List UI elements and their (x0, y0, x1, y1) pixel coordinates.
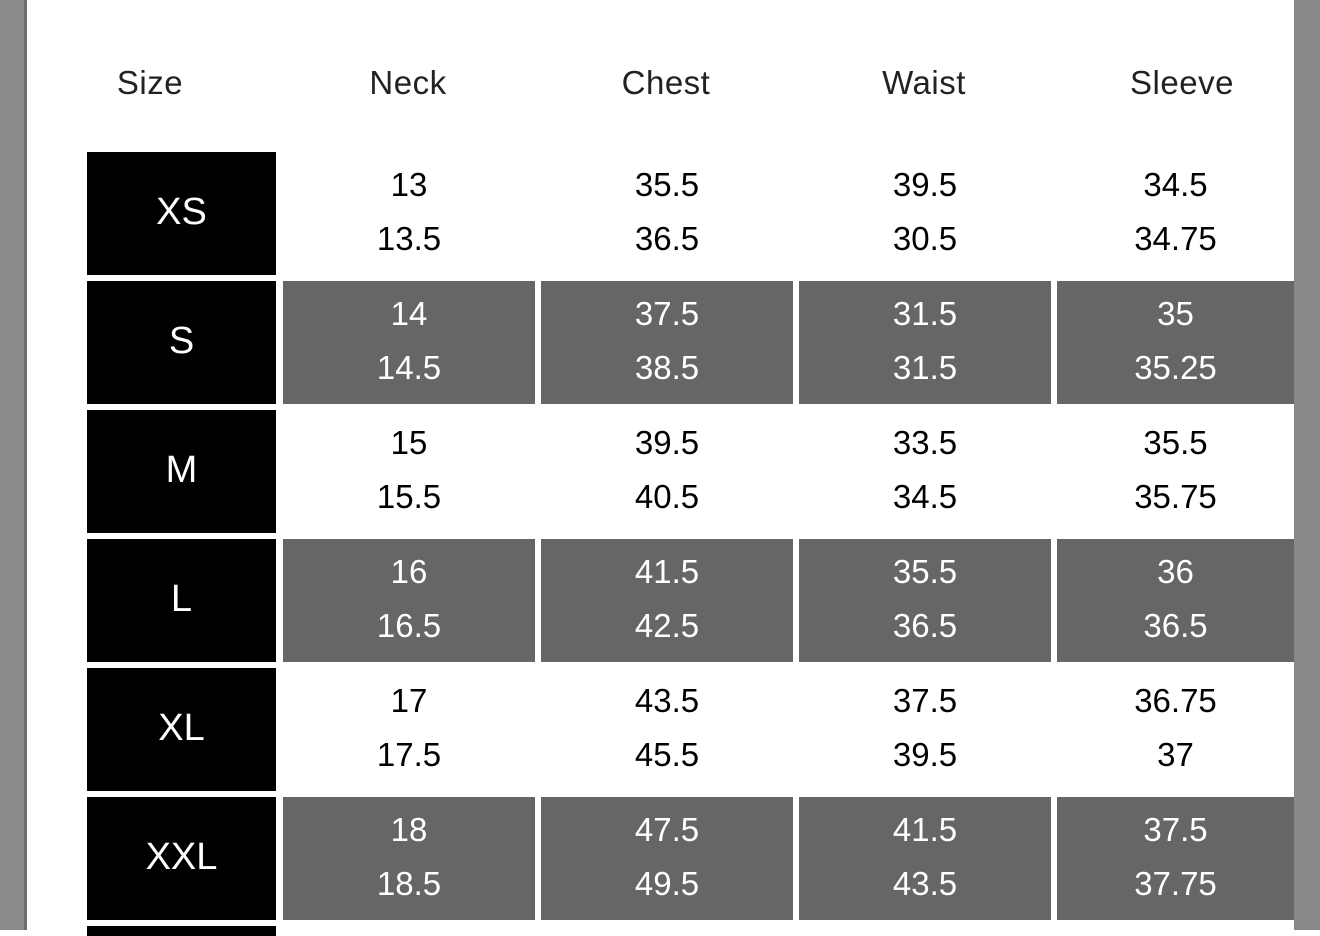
sleeve-min: 36.75 (1134, 682, 1217, 719)
sleeve-min: 35.5 (1143, 424, 1208, 461)
waist-min: 35.5 (892, 553, 958, 590)
sleeve-max: 34.75 (1134, 220, 1217, 257)
chest-max: 49.5 (634, 865, 700, 902)
size-label: XXL (87, 797, 276, 920)
chest-min: 43.5 (634, 682, 700, 719)
chest-max: 42.5 (634, 607, 700, 644)
neck-max: 13.5 (376, 220, 442, 257)
neck-max: 15.5 (376, 478, 442, 515)
header-neck: Neck (369, 64, 447, 101)
neck-cell: 16 16.5 (283, 539, 535, 662)
sleeve-max: 37 (1157, 736, 1194, 773)
chest-cell: 35.5 36.5 (541, 152, 793, 275)
table-row: XS 13 13.5 35.5 36.5 39.5 30.5 34.5 34.7… (0, 152, 1320, 275)
sleeve-max: 35.25 (1134, 349, 1217, 386)
neck-cell: 18 18.5 (283, 797, 535, 920)
sleeve-min: 35 (1157, 295, 1194, 332)
size-label: S (87, 281, 276, 404)
header-chest: Chest (621, 64, 711, 101)
waist-max: 36.5 (892, 607, 958, 644)
neck-max: 18.5 (376, 865, 442, 902)
waist-min: 39.5 (892, 166, 958, 203)
chest-max: 36.5 (634, 220, 700, 257)
sleeve-max: 35.75 (1134, 478, 1217, 515)
waist-cell: 41.5 43.5 (799, 797, 1051, 920)
size-label: XS (87, 152, 276, 275)
waist-max: 31.5 (892, 349, 958, 386)
sleeve-cell: 35.5 35.75 (1057, 410, 1294, 533)
chest-min: 41.5 (634, 553, 700, 590)
header-waist: Waist (882, 64, 966, 101)
neck-min: 14 (390, 295, 428, 332)
chest-cell: 37.5 38.5 (541, 281, 793, 404)
chest-cell: 39.5 40.5 (541, 410, 793, 533)
neck-cell: 14 14.5 (283, 281, 535, 404)
left-border (0, 0, 27, 930)
waist-max: 43.5 (892, 865, 958, 902)
chest-min: 39.5 (634, 424, 700, 461)
table-row: M 15 15.5 39.5 40.5 33.5 34.5 35.5 35.75 (0, 410, 1320, 533)
right-border (1294, 0, 1320, 930)
neck-max: 17.5 (376, 736, 442, 773)
chest-min: 37.5 (634, 295, 700, 332)
neck-min: 16 (390, 553, 428, 590)
next-size-cell (87, 926, 276, 936)
waist-cell: 39.5 30.5 (799, 152, 1051, 275)
table-row: XL 17 17.5 43.5 45.5 37.5 39.5 36.75 37 (0, 668, 1320, 791)
chest-cell: 41.5 42.5 (541, 539, 793, 662)
neck-min: 13 (390, 166, 428, 203)
waist-min: 33.5 (892, 424, 958, 461)
neck-min: 15 (390, 424, 428, 461)
neck-min: 18 (390, 811, 428, 848)
chest-min: 35.5 (634, 166, 700, 203)
size-label: L (87, 539, 276, 662)
neck-max: 14.5 (376, 349, 442, 386)
table-row: S 14 14.5 37.5 38.5 31.5 31.5 35 35.25 (0, 281, 1320, 404)
neck-cell: 17 17.5 (283, 668, 535, 791)
sleeve-cell: 36.75 37 (1057, 668, 1294, 791)
size-label: XL (87, 668, 276, 791)
chest-cell: 43.5 45.5 (541, 668, 793, 791)
waist-max: 30.5 (892, 220, 958, 257)
neck-cell: 13 13.5 (283, 152, 535, 275)
waist-cell: 33.5 34.5 (799, 410, 1051, 533)
waist-min: 41.5 (892, 811, 958, 848)
sleeve-min: 36 (1157, 553, 1194, 590)
waist-cell: 31.5 31.5 (799, 281, 1051, 404)
neck-cell: 15 15.5 (283, 410, 535, 533)
sleeve-cell: 34.5 34.75 (1057, 152, 1294, 275)
waist-min: 31.5 (892, 295, 958, 332)
chest-max: 40.5 (634, 478, 700, 515)
table-row: XXL 18 18.5 47.5 49.5 41.5 43.5 37.5 37.… (0, 797, 1320, 920)
sleeve-min: 34.5 (1143, 166, 1208, 203)
size-label: M (87, 410, 276, 533)
chest-max: 38.5 (634, 349, 700, 386)
waist-max: 34.5 (892, 478, 958, 515)
neck-min: 17 (390, 682, 428, 719)
header-sleeve: Sleeve (1130, 64, 1234, 101)
sleeve-cell: 35 35.25 (1057, 281, 1294, 404)
table-row: L 16 16.5 41.5 42.5 35.5 36.5 36 36.5 (0, 539, 1320, 662)
chest-min: 47.5 (634, 811, 700, 848)
waist-cell: 35.5 36.5 (799, 539, 1051, 662)
neck-max: 16.5 (376, 607, 442, 644)
header-size: Size (116, 64, 184, 101)
sleeve-cell: 37.5 37.75 (1057, 797, 1294, 920)
waist-cell: 37.5 39.5 (799, 668, 1051, 791)
sleeve-cell: 36 36.5 (1057, 539, 1294, 662)
chest-cell: 47.5 49.5 (541, 797, 793, 920)
chest-max: 45.5 (634, 736, 700, 773)
sleeve-max: 37.75 (1134, 865, 1217, 902)
waist-min: 37.5 (892, 682, 958, 719)
sleeve-max: 36.5 (1143, 607, 1208, 644)
sleeve-min: 37.5 (1143, 811, 1208, 848)
waist-max: 39.5 (892, 736, 958, 773)
